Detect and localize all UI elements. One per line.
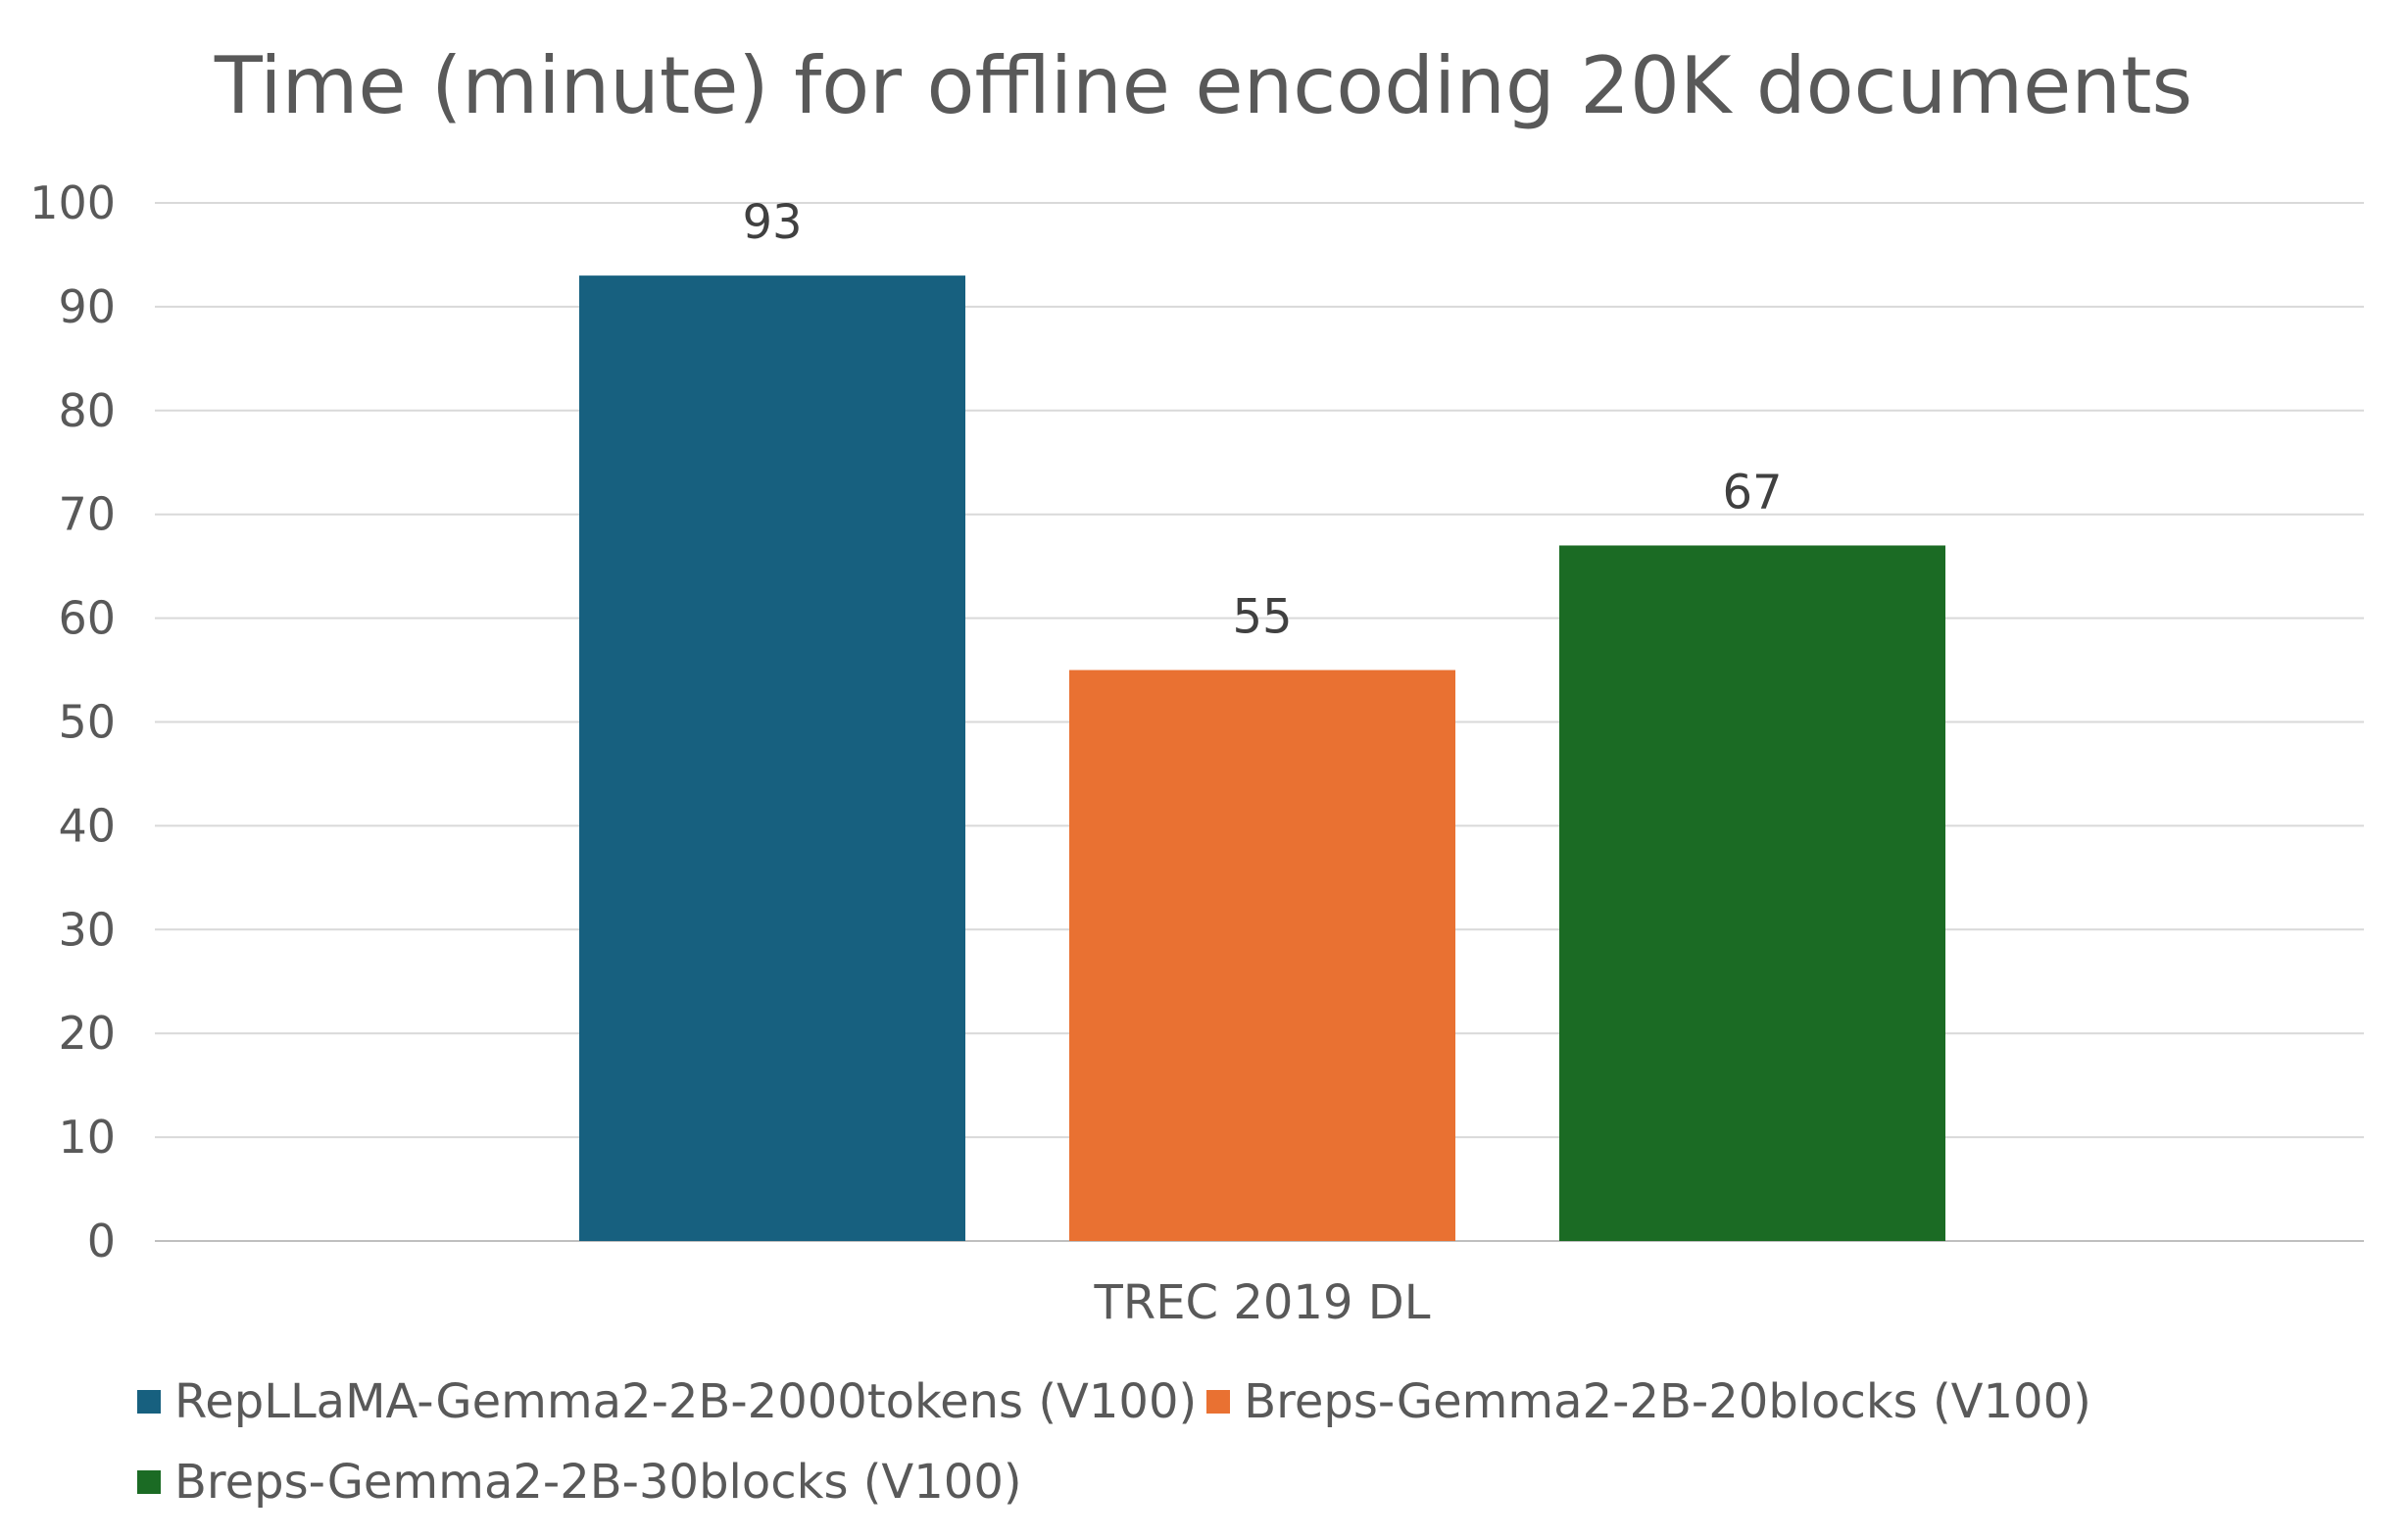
bar-1 — [579, 275, 965, 1241]
y-tick-label-50: 50 — [58, 696, 116, 749]
chart-title: Time (minute) for offline encoding 20K d… — [214, 40, 2192, 131]
legend-row-1: RepLLaMA-Gemma2-2B-2000tokens (V100) Bre… — [137, 1374, 2101, 1429]
data-label-1: 93 — [742, 195, 802, 250]
legend-row-2: Breps-Gemma2-2B-30blocks (V100) — [137, 1455, 1032, 1510]
legend-label-repllama: RepLLaMA-Gemma2-2B-2000tokens (V100) — [174, 1374, 1198, 1429]
data-label-3: 67 — [1722, 465, 1782, 520]
bar-3 — [1559, 545, 1945, 1241]
legend-label-breps-30: Breps-Gemma2-2B-30blocks (V100) — [174, 1455, 1022, 1510]
y-tick-label-40: 40 — [58, 799, 116, 852]
legend-swatch-breps-30 — [137, 1470, 161, 1494]
legend-item-breps-20: Breps-Gemma2-2B-20blocks (V100) — [1206, 1374, 2091, 1429]
bars — [579, 275, 1945, 1241]
y-tick-label-80: 80 — [58, 384, 116, 437]
legend-swatch-breps-20 — [1206, 1390, 1231, 1414]
data-label-2: 55 — [1232, 590, 1292, 645]
y-tick-label-100: 100 — [29, 176, 116, 229]
y-tick-label-70: 70 — [58, 488, 116, 541]
legend-item-breps-30: Breps-Gemma2-2B-30blocks (V100) — [137, 1455, 1022, 1510]
y-tick-label-20: 20 — [58, 1007, 116, 1060]
legend-label-breps-20: Breps-Gemma2-2B-20blocks (V100) — [1244, 1374, 2091, 1429]
y-tick-label-60: 60 — [58, 592, 116, 645]
bar-2 — [1069, 670, 1455, 1241]
y-tick-label-90: 90 — [58, 280, 116, 333]
y-tick-label-0: 0 — [87, 1215, 116, 1267]
y-tick-label-30: 30 — [58, 903, 116, 956]
data-labels: 93 55 67 — [742, 195, 1782, 644]
y-axis-ticks: 0 10 20 30 40 50 60 70 80 90 100 — [29, 176, 116, 1267]
legend-item-repllama: RepLLaMA-Gemma2-2B-2000tokens (V100) — [137, 1374, 1197, 1429]
y-tick-label-10: 10 — [58, 1111, 116, 1164]
legend-swatch-repllama — [137, 1390, 161, 1414]
x-category-label: TREC 2019 DL — [1094, 1275, 1431, 1330]
